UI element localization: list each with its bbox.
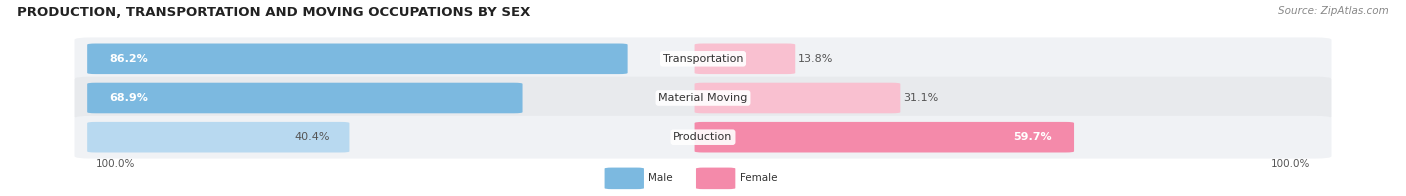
Text: 100.0%: 100.0%: [1271, 159, 1310, 169]
Text: 40.4%: 40.4%: [294, 132, 330, 142]
Text: Material Moving: Material Moving: [658, 93, 748, 103]
FancyBboxPatch shape: [696, 168, 735, 189]
FancyBboxPatch shape: [87, 122, 350, 152]
Text: Source: ZipAtlas.com: Source: ZipAtlas.com: [1278, 6, 1389, 16]
FancyBboxPatch shape: [695, 122, 1074, 152]
FancyBboxPatch shape: [75, 37, 1331, 80]
FancyBboxPatch shape: [75, 77, 1331, 119]
Text: Transportation: Transportation: [662, 54, 744, 64]
FancyBboxPatch shape: [605, 168, 644, 189]
FancyBboxPatch shape: [87, 44, 627, 74]
FancyBboxPatch shape: [695, 83, 900, 113]
Text: 100.0%: 100.0%: [96, 159, 135, 169]
Text: PRODUCTION, TRANSPORTATION AND MOVING OCCUPATIONS BY SEX: PRODUCTION, TRANSPORTATION AND MOVING OC…: [17, 6, 530, 19]
Text: 59.7%: 59.7%: [1012, 132, 1052, 142]
Text: 86.2%: 86.2%: [110, 54, 149, 64]
FancyBboxPatch shape: [87, 83, 523, 113]
Text: 31.1%: 31.1%: [903, 93, 938, 103]
Text: Female: Female: [740, 173, 778, 183]
Text: Male: Male: [648, 173, 673, 183]
Text: 68.9%: 68.9%: [110, 93, 149, 103]
FancyBboxPatch shape: [75, 116, 1331, 159]
FancyBboxPatch shape: [695, 44, 796, 74]
Text: 13.8%: 13.8%: [799, 54, 834, 64]
Text: Production: Production: [673, 132, 733, 142]
